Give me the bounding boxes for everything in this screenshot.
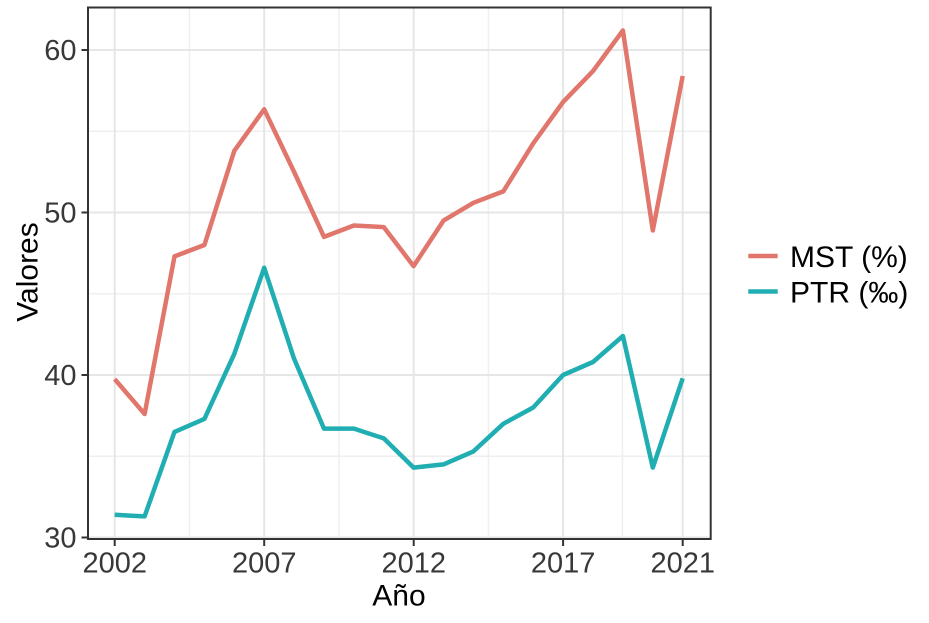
svg-text:Año: Año [372,580,425,613]
svg-text:2007: 2007 [232,547,297,579]
svg-text:40: 40 [44,360,76,392]
svg-text:30: 30 [44,523,76,555]
svg-text:2017: 2017 [531,547,596,579]
svg-text:60: 60 [44,35,76,67]
svg-text:MST (%): MST (%) [790,241,908,274]
svg-text:2021: 2021 [650,547,715,579]
svg-text:50: 50 [44,198,76,230]
svg-text:Valores: Valores [12,222,45,322]
svg-text:2002: 2002 [82,547,147,579]
svg-text:PTR (‰): PTR (‰) [790,277,908,310]
svg-text:2012: 2012 [381,547,446,579]
